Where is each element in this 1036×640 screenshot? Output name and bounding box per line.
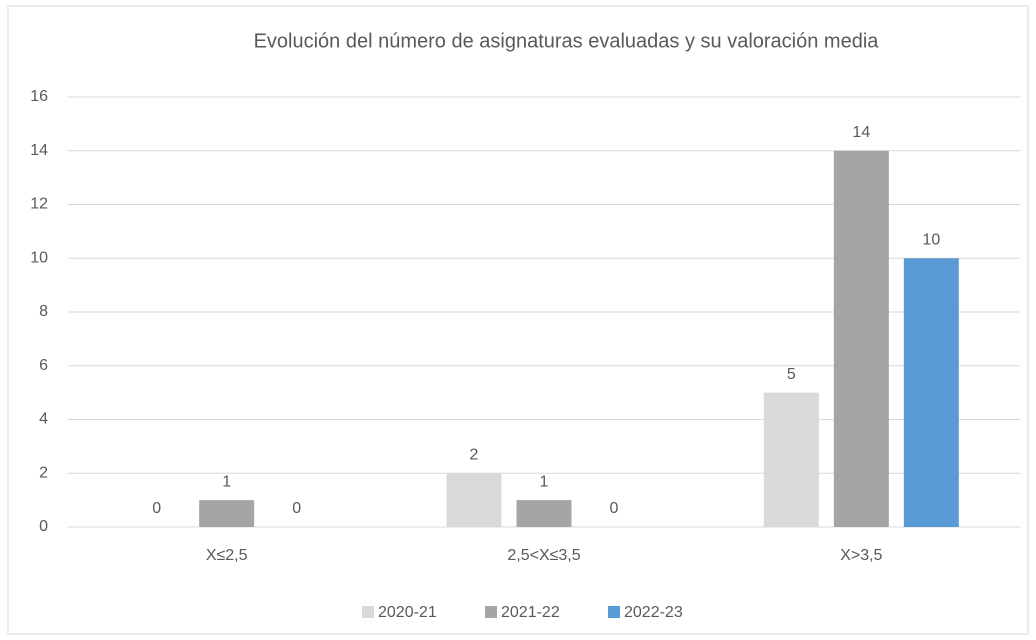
y-tick-label: 10	[30, 249, 48, 266]
legend-swatch	[362, 606, 374, 618]
legend-label: 2022-23	[624, 604, 683, 621]
data-label: 0	[292, 500, 301, 517]
bar	[833, 150, 889, 527]
legend-label: 2020-21	[378, 604, 437, 621]
y-tick-label: 16	[30, 88, 48, 105]
legend-label: 2021-22	[501, 604, 560, 621]
y-tick-label: 14	[30, 142, 48, 159]
y-tick-label: 0	[39, 518, 48, 535]
data-label: 10	[922, 231, 940, 248]
x-tick-label: X≤2,5	[206, 547, 248, 564]
data-label: 1	[222, 473, 231, 490]
legend-swatch	[608, 606, 620, 618]
chart-title: Evolución del número de asignaturas eval…	[254, 30, 880, 52]
y-tick-label: 12	[30, 196, 48, 213]
data-label: 0	[152, 500, 161, 517]
y-tick-label: 8	[39, 303, 48, 320]
data-label: 5	[787, 366, 796, 383]
bar	[763, 392, 819, 527]
y-tick-label: 6	[39, 357, 48, 374]
x-tick-label: 2,5<X≤3,5	[507, 547, 580, 564]
x-tick-label: X>3,5	[840, 547, 882, 564]
bar	[199, 500, 255, 527]
y-tick-label: 2	[39, 464, 48, 481]
data-label: 2	[470, 446, 479, 463]
bar	[516, 500, 572, 527]
bar	[446, 473, 502, 527]
y-tick-label: 4	[39, 411, 48, 428]
data-label: 0	[610, 500, 619, 517]
legend-swatch	[485, 606, 497, 618]
data-label: 14	[852, 124, 870, 141]
data-label: 1	[540, 473, 549, 490]
bar	[903, 258, 959, 527]
